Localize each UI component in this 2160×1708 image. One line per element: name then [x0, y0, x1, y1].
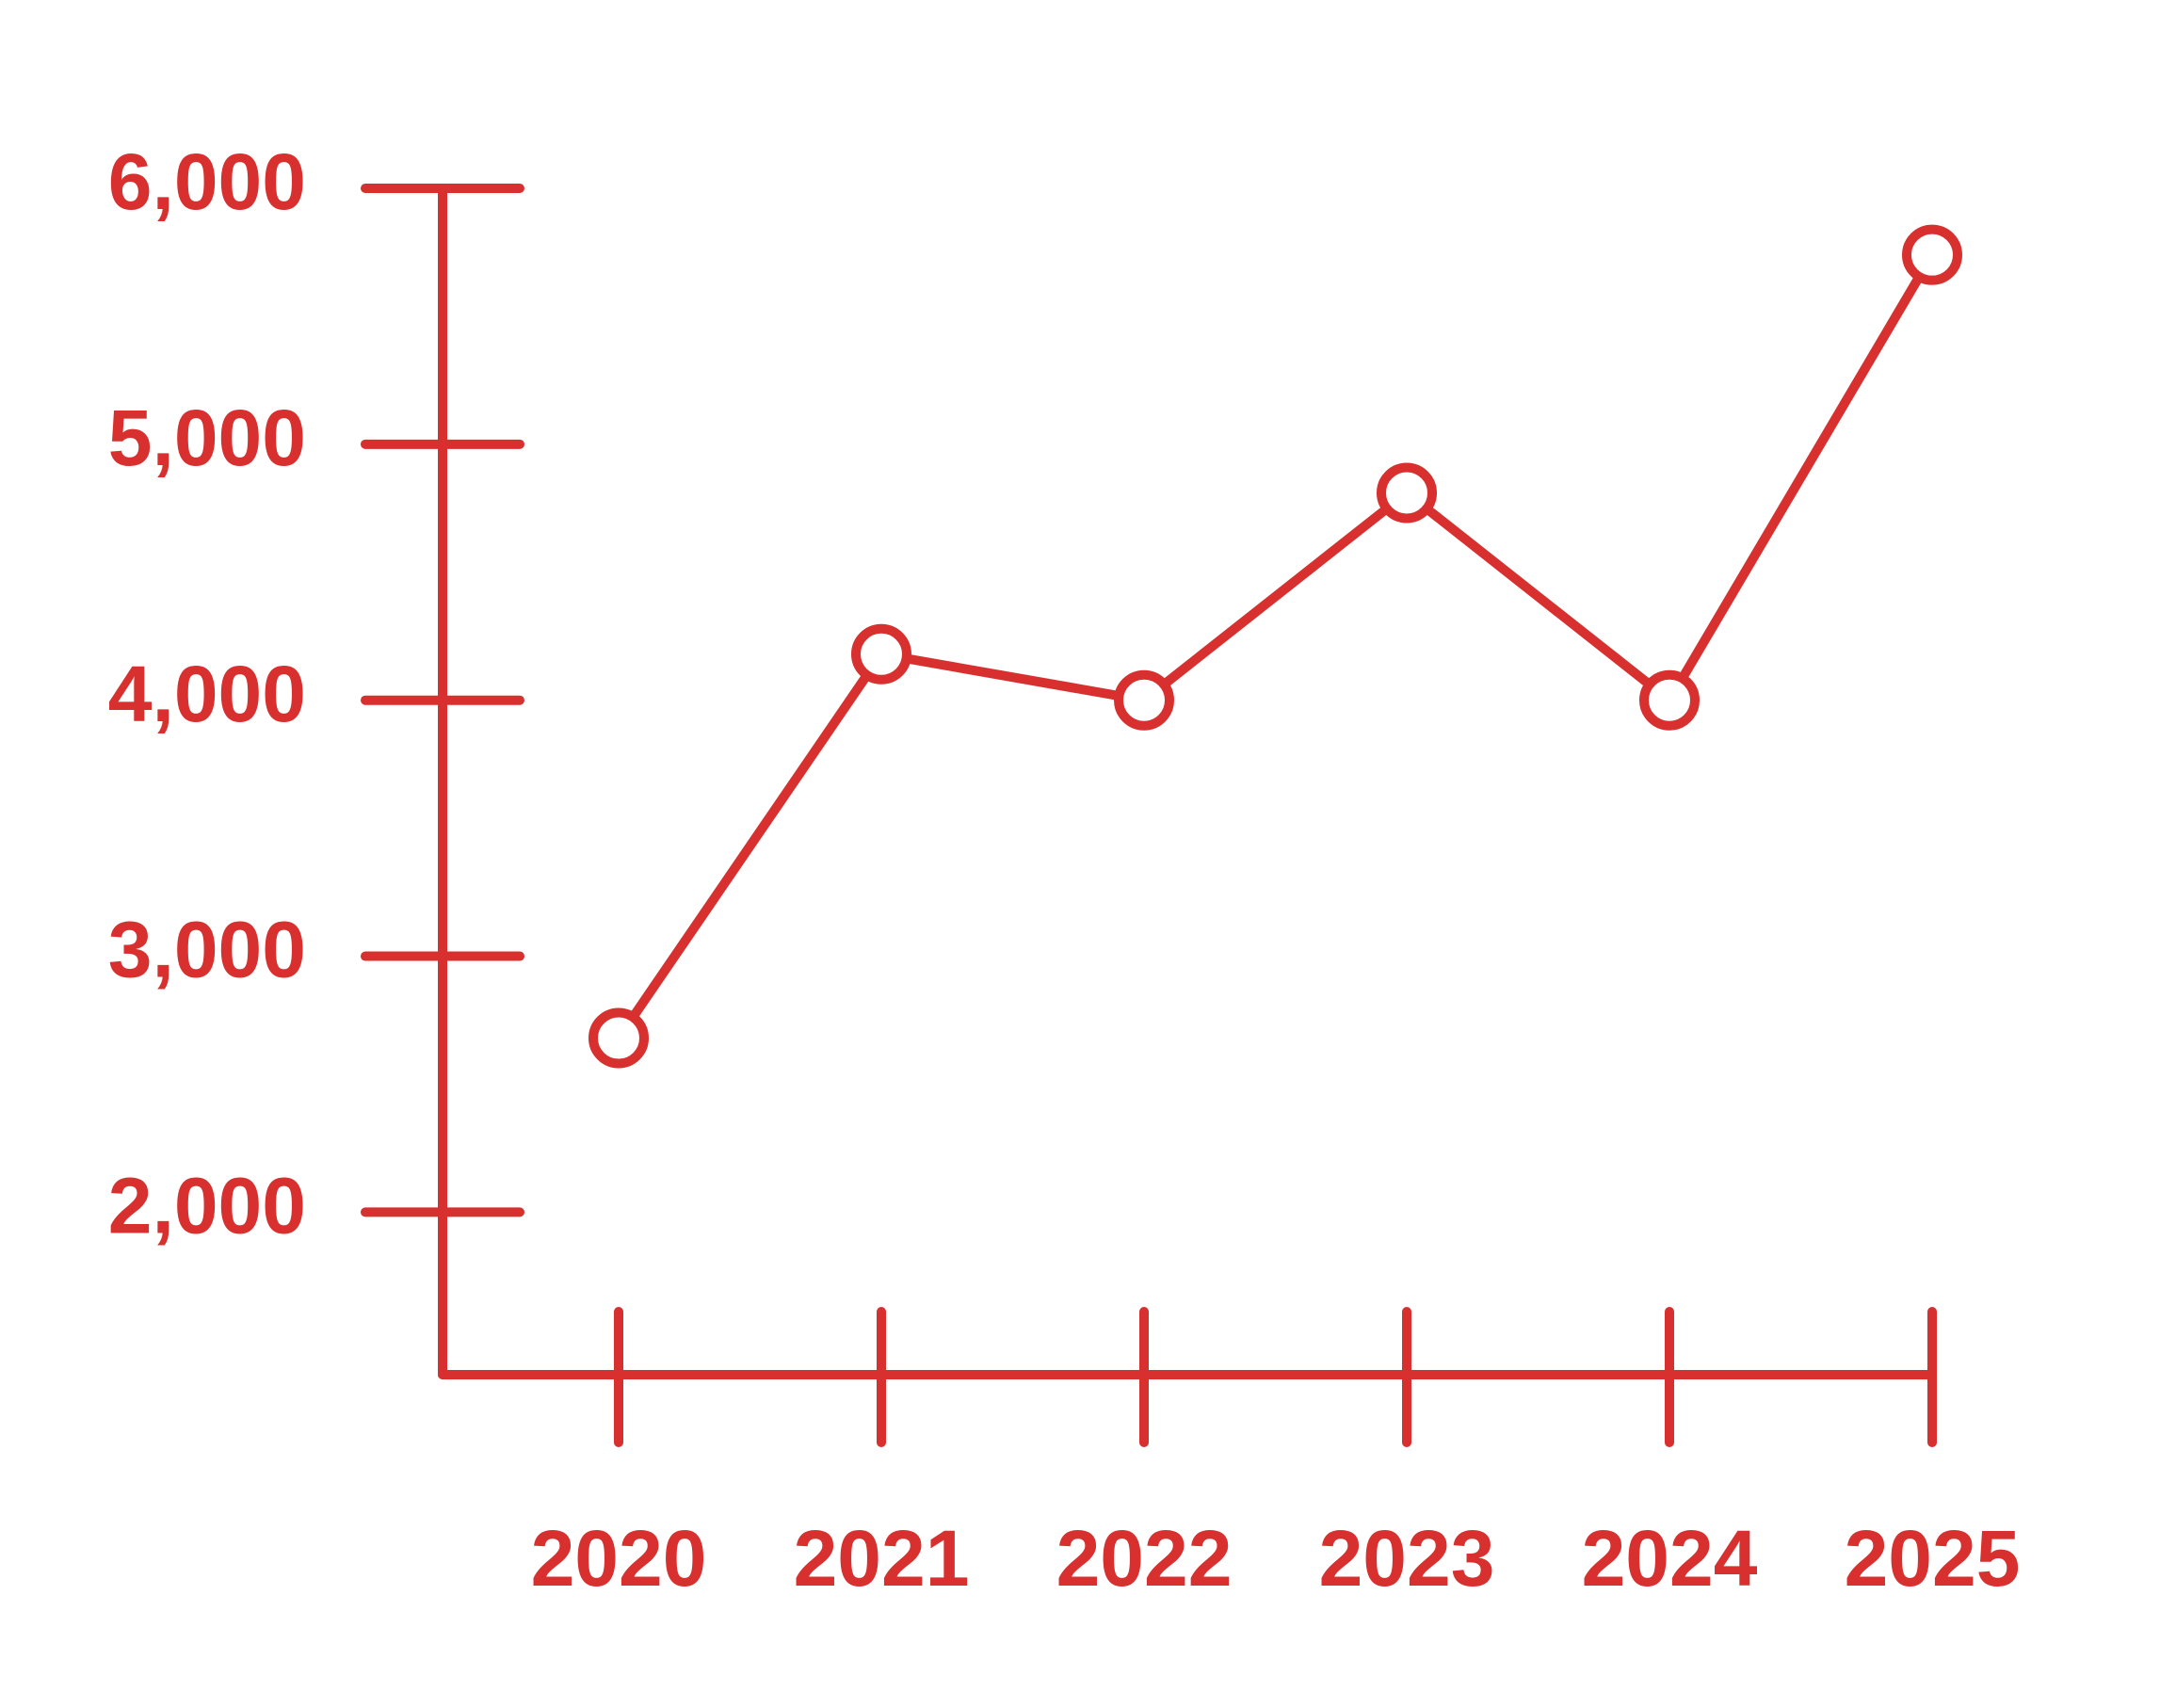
data-point: [1639, 669, 1700, 731]
data-point: [1902, 224, 1962, 285]
x-tick-label: 2023: [1319, 1514, 1495, 1603]
data-line: [614, 250, 1937, 1043]
data-point: [1114, 669, 1174, 731]
data-point: [851, 623, 911, 685]
y-tick-label: 6,000: [108, 137, 306, 226]
y-tick-label: 3,000: [108, 906, 306, 994]
data-point: [1377, 462, 1437, 524]
x-tick-label: 2024: [1582, 1514, 1758, 1603]
x-tick-label: 2025: [1845, 1514, 2021, 1603]
y-tick-label: 2,000: [108, 1162, 306, 1250]
x-tick-label: 2020: [531, 1514, 707, 1603]
data-point: [588, 1007, 649, 1069]
x-tick-label: 2022: [1056, 1514, 1233, 1603]
x-tick-label: 2021: [794, 1514, 970, 1603]
y-tick-label: 4,000: [108, 650, 306, 738]
y-tick-label: 5,000: [108, 394, 306, 482]
